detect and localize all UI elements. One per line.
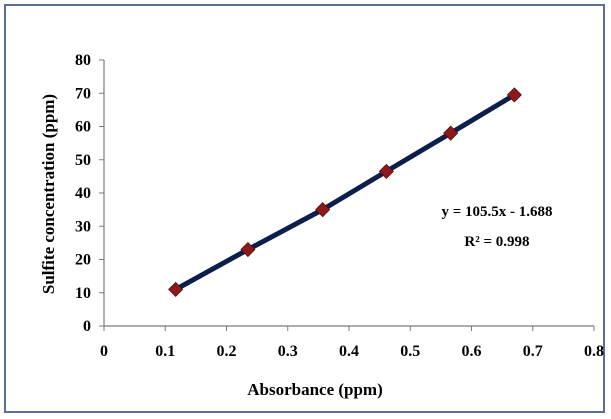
y-tick-label: 60 [75, 119, 91, 136]
y-tick-label: 20 [75, 252, 91, 269]
x-tick-label: 0.8 [584, 343, 604, 360]
series-line [173, 92, 517, 292]
y-tick-label: 0 [83, 318, 91, 335]
series-layer [168, 87, 522, 297]
x-tick-label: 0 [100, 343, 108, 360]
y-tick-label: 70 [75, 85, 91, 102]
data-point [168, 281, 184, 297]
data-point [315, 202, 331, 218]
x-tick-label: 0.4 [339, 343, 359, 360]
y-axis-ticks: 0 10 20 30 40 50 60 70 80 [75, 52, 104, 335]
data-point [240, 241, 256, 258]
y-axis-title: Sulfite concentration (ppm) [39, 94, 58, 294]
r-squared-label: R² = 0.998 [464, 234, 529, 250]
x-tick-label: 0.6 [462, 343, 482, 360]
x-tick-label: 0.2 [217, 343, 237, 360]
y-tick-label: 80 [75, 52, 91, 69]
y-tick-label: 40 [75, 185, 91, 202]
data-point [506, 87, 522, 103]
x-tick-label: 0.7 [523, 343, 543, 360]
y-tick-label: 50 [75, 152, 91, 169]
x-tick-label: 0.3 [278, 343, 298, 360]
data-point [378, 163, 394, 179]
x-tick-label: 0.5 [400, 343, 420, 360]
x-tick-label: 0.1 [155, 343, 175, 360]
x-axis-title: Absorbance (ppm) [247, 380, 383, 399]
y-tick-label: 30 [75, 218, 91, 235]
data-point [443, 125, 459, 141]
y-tick-label: 10 [75, 285, 91, 302]
x-axis-ticks: 0 0.1 0.2 0.3 0.4 0.5 0.6 0.7 0.8 [100, 326, 604, 360]
trendline-equation: y = 105.5x - 1.688 [441, 204, 552, 220]
